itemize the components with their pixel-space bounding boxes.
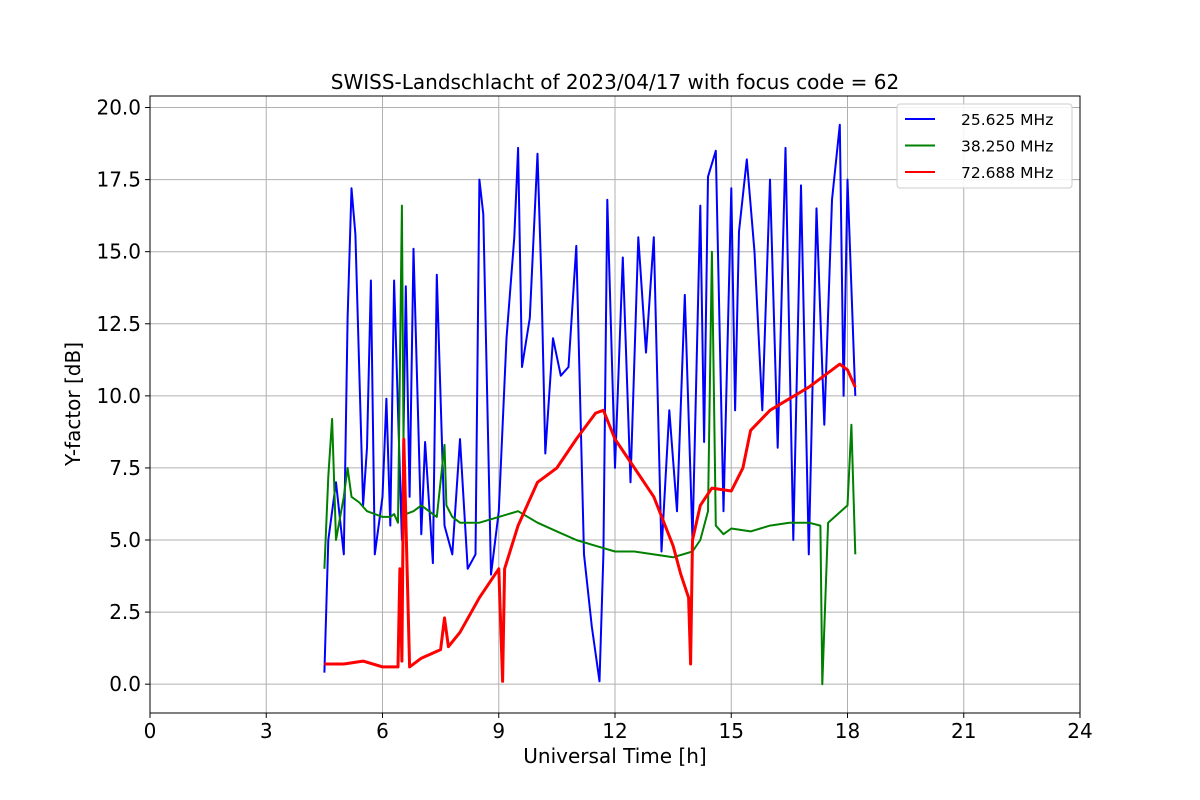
y-tick-label: 12.5 [96, 312, 141, 336]
y-tick-label: 2.5 [109, 600, 141, 624]
plot-area [323, 123, 857, 686]
x-tick-label: 24 [1067, 719, 1092, 743]
legend-label: 38.250 MHz [961, 138, 1053, 156]
legend-box [896, 103, 1073, 189]
y-tick-label: 10.0 [96, 384, 141, 408]
legend-label: 72.688 MHz [961, 164, 1053, 182]
legend-label: 25.625 MHz [961, 111, 1053, 129]
y-tick-label: 0.0 [109, 672, 141, 696]
axis-ticks: 0 3 6 9 12 15 18 21 24 0.0 2.5 5.0 7.5 10.0 12.5 15.0 17… [96, 96, 1092, 743]
x-tick-label: 15 [719, 719, 744, 743]
x-tick-label: 0 [144, 719, 157, 743]
x-axis-label: Universal Time [h] [523, 744, 706, 768]
y-tick-label: 7.5 [109, 456, 141, 480]
y-axis-label: Y-factor [dB] [61, 342, 85, 467]
series-line-2 [323, 204, 857, 686]
x-tick-label: 9 [492, 719, 505, 743]
series-line-1 [323, 123, 857, 683]
x-tick-label: 18 [835, 719, 860, 743]
x-tick-label: 6 [376, 719, 389, 743]
y-tick-label: 5.0 [109, 528, 141, 552]
grid-lines [149, 96, 1081, 713]
legend: 25.625 MHz 38.250 MHz 72.688 MHz [896, 103, 1073, 189]
y-tick-label: 20.0 [96, 96, 141, 120]
x-tick-label: 21 [951, 719, 976, 743]
y-tick-label: 17.5 [96, 168, 141, 192]
y-tick-label: 15.0 [96, 240, 141, 264]
x-tick-label: 12 [602, 719, 627, 743]
chart-title: SWISS-Landschlacht of 2023/04/17 with fo… [331, 70, 899, 94]
series-line-3 [324, 362, 857, 683]
x-tick-label: 3 [260, 719, 273, 743]
